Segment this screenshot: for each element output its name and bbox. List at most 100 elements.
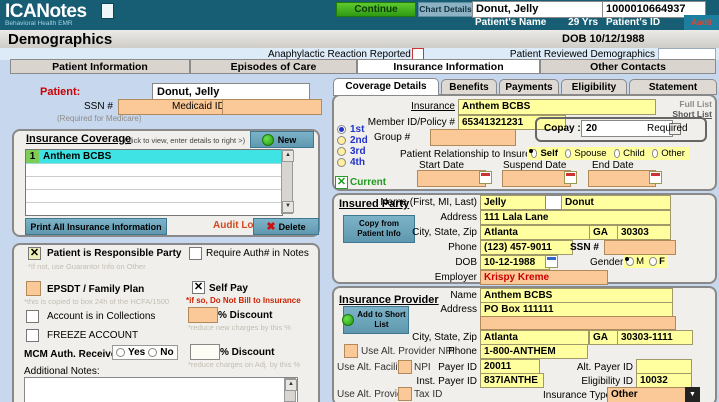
collections-checkbox[interactable]: [26, 310, 39, 323]
epsdt-note: *this is copied to box 24h of the HCFA/1…: [24, 297, 170, 306]
insured-first-name-field[interactable]: Jelly: [480, 195, 550, 210]
self-pay-note: *if so, Do Not Bill to Insurance: [186, 296, 301, 305]
continue-button[interactable]: Continue: [336, 2, 416, 17]
mcm-yes-radio[interactable]: [116, 348, 125, 357]
freeze-account-checkbox[interactable]: [26, 329, 39, 342]
insurance-type-dropdown-arrow-icon[interactable]: ▼: [685, 387, 700, 402]
insured-ssn-field[interactable]: [604, 240, 676, 255]
end-date-calendar-icon[interactable]: [649, 171, 662, 184]
provider-city-field[interactable]: Atlanta: [480, 330, 589, 345]
current-checkbox[interactable]: ✕: [335, 176, 348, 189]
new-coverage-button[interactable]: New: [250, 131, 314, 148]
provider-address-field[interactable]: PO Box 111111: [480, 302, 673, 317]
tab-payments[interactable]: Payments: [499, 79, 559, 95]
insured-phone-field[interactable]: (123) 457-9011: [480, 240, 573, 255]
coverage-list-row-selected[interactable]: 1 Anthem BCBS: [26, 150, 282, 164]
mcm-no-label: No: [160, 347, 174, 358]
tab-coverage-details[interactable]: Coverage Details: [333, 78, 439, 96]
insurance-field[interactable]: Anthem BCBS: [458, 99, 656, 115]
use-alt-provider-taxid-checkbox[interactable]: [398, 387, 412, 401]
insured-city-field[interactable]: Atlanta: [480, 225, 593, 240]
relationship-other-radio[interactable]: [651, 149, 659, 158]
responsible-party-checkbox[interactable]: ✕: [28, 247, 41, 260]
audit-log-top-link[interactable]: Audit Log: [684, 15, 719, 42]
payer-id-field[interactable]: 20011: [480, 359, 540, 374]
tab-insurance-information[interactable]: Insurance Information: [357, 59, 540, 74]
tab-other-contacts[interactable]: Other Contacts: [540, 59, 716, 74]
alt-payer-id-label: Alt. Payer ID: [576, 362, 633, 373]
insured-address-field[interactable]: 111 Lala Lane: [480, 210, 671, 225]
coverage-list-row[interactable]: [26, 164, 282, 177]
provider-phone-field[interactable]: 1-800-ANTHEM: [480, 344, 588, 359]
patient-name-field[interactable]: Donut, Jelly: [472, 1, 608, 18]
patient-id-field[interactable]: 1000010664937: [602, 1, 706, 18]
tab-benefits[interactable]: Benefits: [441, 79, 497, 95]
print-all-insurance-button[interactable]: Print All Insurance Information: [25, 218, 167, 235]
insured-dob-field[interactable]: 10-12-1988: [480, 255, 550, 270]
ordinal-3rd-radio[interactable]: [337, 147, 346, 156]
ordinal-2nd-radio[interactable]: [337, 136, 346, 145]
mcm-no-radio[interactable]: [148, 348, 158, 357]
coverage-row-name: Anthem BCBS: [43, 151, 112, 162]
patient-field[interactable]: Donut, Jelly: [152, 83, 310, 101]
provider-address2-field[interactable]: [480, 316, 676, 330]
ordinal-1st-radio[interactable]: [337, 125, 346, 134]
scroll-up-icon[interactable]: ▲: [285, 379, 297, 391]
epsdt-checkbox[interactable]: [26, 281, 41, 296]
full-list-link[interactable]: Full List: [679, 99, 712, 109]
tab-statement-settings[interactable]: Statement Settings: [629, 79, 717, 109]
scroll-up-icon[interactable]: ▲: [282, 150, 294, 162]
add-to-short-list-button[interactable]: Add to Short List: [342, 306, 409, 334]
group-field[interactable]: [430, 129, 516, 146]
notes-scrollbar[interactable]: ▲: [284, 378, 297, 402]
scroll-down-icon[interactable]: ▼: [282, 201, 294, 213]
insured-zip-field[interactable]: 30303: [617, 225, 671, 240]
copay-required-text: Required: [647, 123, 688, 134]
suspend-date-calendar-icon[interactable]: [564, 171, 577, 184]
inst-payer-id-field[interactable]: 837IANTHE: [480, 373, 544, 388]
self-pay-checkbox[interactable]: ✕: [192, 281, 205, 294]
start-date-calendar-icon[interactable]: [479, 171, 492, 184]
tab-eligibility[interactable]: Eligibility: [561, 79, 627, 95]
additional-notes-textarea[interactable]: [24, 377, 298, 402]
alt-payer-id-field[interactable]: [636, 359, 692, 374]
tab-patient-information[interactable]: Patient Information: [10, 59, 190, 74]
coverage-listbox[interactable]: 1 Anthem BCBS: [25, 149, 283, 216]
delete-coverage-button[interactable]: ✖ Delete: [253, 218, 319, 235]
relationship-spouse-radio[interactable]: [564, 149, 572, 158]
tab-episodes-of-care[interactable]: Episodes of Care: [190, 59, 357, 74]
insured-dob-calendar-icon[interactable]: [545, 255, 558, 268]
copay-required-checkbox[interactable]: [669, 123, 681, 135]
use-alt-provider-npi-checkbox[interactable]: [344, 344, 358, 358]
discount2-note: *reduce charges on Adj. by this %: [188, 360, 301, 369]
coverage-list-scrollbar[interactable]: ▲ ▼: [281, 149, 294, 214]
coverage-list-row[interactable]: [26, 190, 282, 203]
short-list-link[interactable]: Short List: [672, 109, 712, 119]
coverage-list-title: Insurance Coverage: [26, 133, 132, 145]
gender-female-radio[interactable]: [649, 257, 658, 266]
copy-from-patient-button[interactable]: Copy from Patient Info: [343, 215, 415, 243]
end-date-field[interactable]: [588, 170, 656, 187]
relationship-child-radio[interactable]: [613, 149, 621, 158]
relationship-self-radio[interactable]: [531, 149, 538, 158]
audit-log-coverage-link[interactable]: Audit Log: [213, 220, 260, 231]
use-alt-facility-checkbox[interactable]: [398, 360, 412, 374]
insurance-type-dropdown[interactable]: Other: [607, 387, 693, 402]
discount-field[interactable]: [188, 307, 218, 323]
coverage-list-row[interactable]: [26, 203, 282, 215]
require-auth-checkbox[interactable]: [189, 247, 202, 260]
coverage-list-row[interactable]: [26, 177, 282, 190]
start-date-field[interactable]: [417, 170, 486, 187]
ordinal-4th-radio[interactable]: [337, 158, 346, 167]
provider-name-field[interactable]: Anthem BCBS: [480, 288, 673, 303]
provider-zip-field[interactable]: 30303-1111: [617, 330, 693, 345]
insured-last-name-field[interactable]: Donut: [561, 195, 671, 210]
medicaid-field[interactable]: [222, 99, 322, 115]
insured-employer-field[interactable]: Krispy Kreme: [480, 270, 608, 285]
gender-male-radio[interactable]: [626, 257, 635, 266]
eligibility-id-field[interactable]: 10032: [636, 373, 692, 388]
inst-payer-id-label: Inst. Payer ID: [416, 376, 477, 387]
chart-details-button[interactable]: Chart Details: [418, 2, 473, 17]
discount2-field[interactable]: [190, 344, 220, 360]
suspend-date-field[interactable]: [502, 170, 571, 187]
